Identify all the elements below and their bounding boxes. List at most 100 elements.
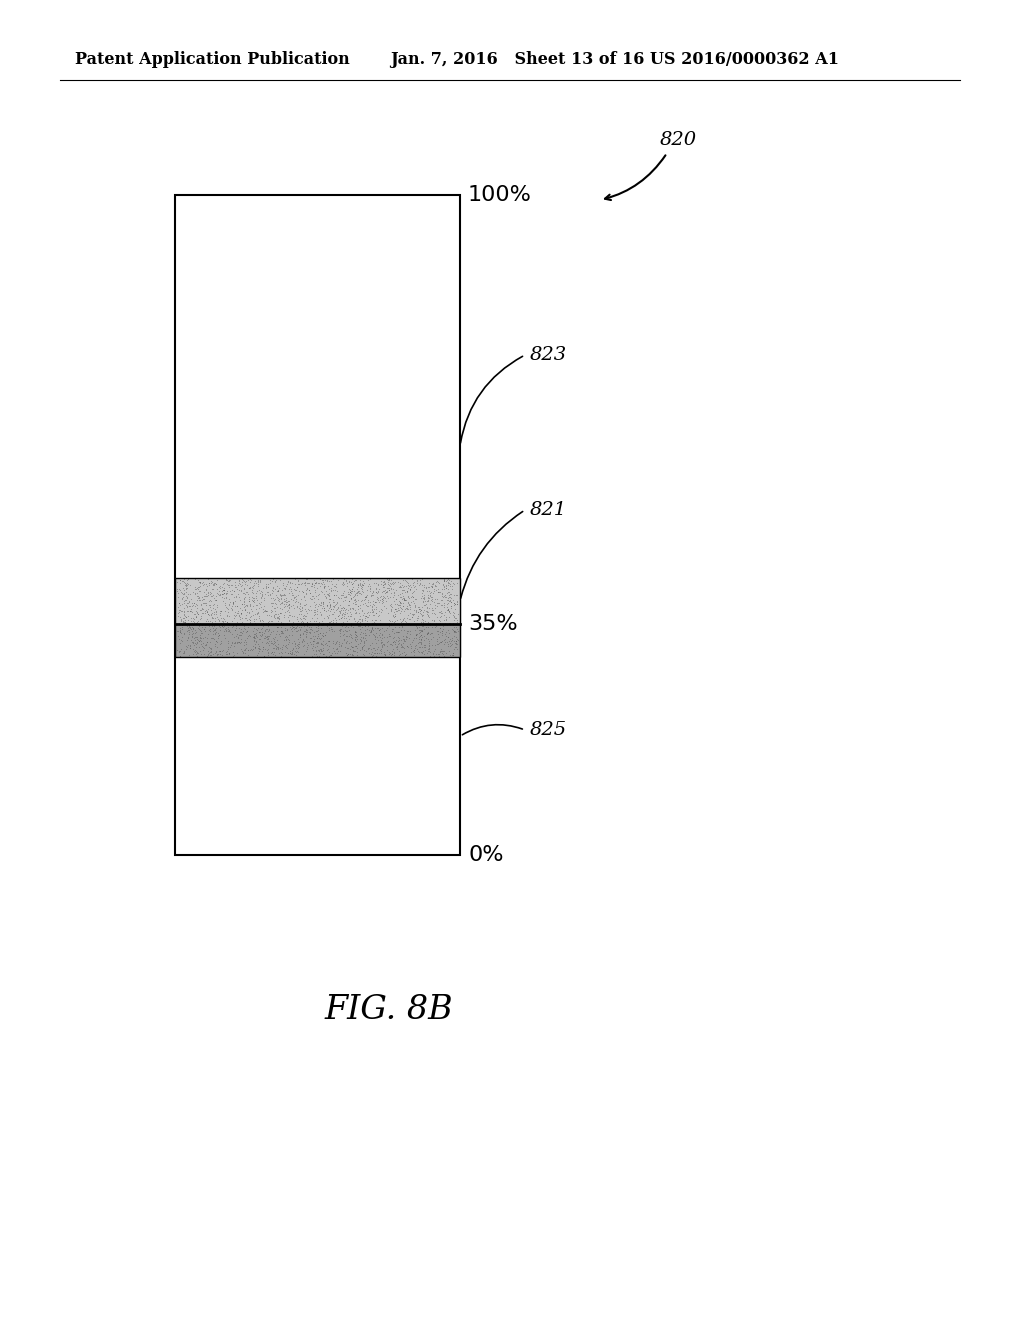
Point (207, 589, 223, 610)
Point (385, 605, 401, 626)
Point (194, 616, 210, 638)
Point (260, 581, 276, 602)
Point (308, 601, 325, 622)
Point (181, 620, 198, 642)
Point (173, 601, 189, 622)
Point (371, 619, 387, 640)
Point (307, 640, 324, 661)
Point (189, 578, 206, 599)
Point (224, 632, 241, 653)
Point (436, 570, 453, 591)
Point (396, 644, 413, 665)
Point (449, 593, 465, 614)
Point (186, 623, 203, 644)
Point (432, 610, 449, 631)
Point (198, 585, 214, 606)
Point (397, 582, 414, 603)
Point (305, 610, 322, 631)
Point (191, 630, 208, 651)
Point (203, 627, 219, 648)
Point (365, 581, 381, 602)
Point (442, 583, 459, 605)
Point (396, 601, 413, 622)
Point (362, 643, 379, 664)
Point (294, 573, 310, 594)
Point (269, 603, 286, 624)
Point (238, 594, 254, 615)
Point (393, 582, 410, 603)
Point (340, 590, 356, 611)
Point (337, 603, 353, 624)
Point (316, 576, 333, 597)
Point (340, 594, 356, 615)
Point (321, 645, 337, 667)
Point (362, 577, 379, 598)
Point (224, 631, 241, 652)
Point (439, 593, 456, 614)
Point (286, 587, 302, 609)
Point (336, 615, 352, 636)
Point (299, 622, 315, 643)
Point (242, 594, 258, 615)
Point (211, 624, 227, 645)
Point (347, 622, 364, 643)
Point (208, 589, 224, 610)
Point (228, 615, 245, 636)
Point (260, 620, 276, 642)
Point (242, 610, 258, 631)
Point (344, 578, 360, 599)
Point (229, 623, 246, 644)
Point (374, 599, 390, 620)
Point (264, 569, 281, 590)
Point (326, 579, 342, 601)
Point (228, 578, 245, 599)
Point (326, 591, 342, 612)
Point (381, 626, 397, 647)
Point (318, 634, 335, 655)
Point (188, 582, 205, 603)
Point (386, 598, 402, 619)
Point (427, 614, 443, 635)
Point (315, 591, 332, 612)
Point (373, 610, 389, 631)
Point (335, 582, 351, 603)
Point (267, 612, 284, 634)
Point (415, 605, 431, 626)
Point (282, 577, 298, 598)
Point (237, 597, 253, 618)
Point (260, 585, 276, 606)
Point (221, 569, 238, 590)
Point (296, 643, 312, 664)
Point (298, 619, 314, 640)
Point (420, 616, 436, 638)
Point (350, 582, 367, 603)
Point (324, 616, 340, 638)
Point (315, 577, 332, 598)
Point (186, 593, 203, 614)
Point (290, 642, 306, 663)
Point (273, 585, 290, 606)
Point (392, 586, 409, 607)
Point (254, 581, 270, 602)
Point (395, 589, 412, 610)
Point (240, 639, 256, 660)
Point (219, 636, 236, 657)
Point (186, 595, 203, 616)
Point (436, 586, 453, 607)
Point (264, 587, 281, 609)
Point (190, 636, 207, 657)
Point (407, 581, 423, 602)
Point (280, 595, 296, 616)
Point (394, 635, 411, 656)
Point (412, 627, 428, 648)
Point (438, 610, 455, 631)
Point (311, 569, 328, 590)
Point (347, 640, 364, 661)
Point (177, 585, 194, 606)
Point (246, 618, 262, 639)
Point (322, 631, 338, 652)
Point (251, 579, 267, 601)
Point (315, 595, 332, 616)
Point (441, 601, 458, 622)
Point (338, 570, 354, 591)
